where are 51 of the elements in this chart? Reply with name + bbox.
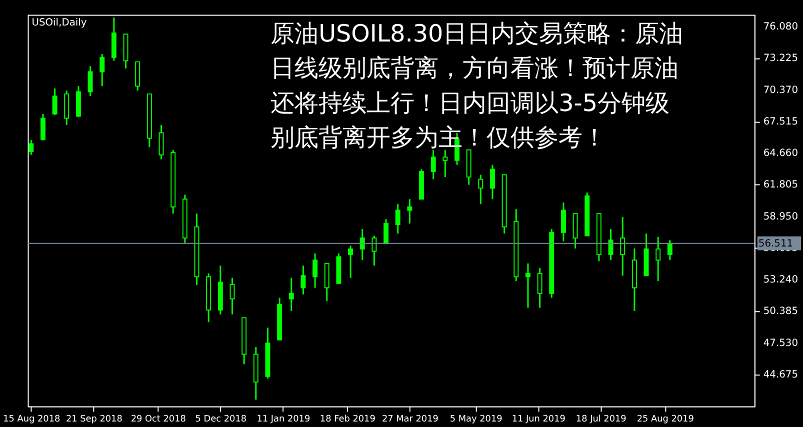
y-tick-label: 76.080 bbox=[763, 22, 798, 33]
x-tick-label: 29 Oct 2018 bbox=[130, 414, 186, 425]
candlestick bbox=[442, 149, 448, 178]
candlestick bbox=[478, 174, 484, 205]
candlestick bbox=[348, 244, 354, 279]
x-tick-label: 11 Jan 2019 bbox=[256, 414, 310, 425]
candlestick bbox=[525, 262, 530, 308]
x-tick-label: 18 Feb 2019 bbox=[320, 414, 376, 425]
candlestick bbox=[407, 198, 412, 224]
x-tick-label: 5 Dec 2018 bbox=[195, 414, 247, 425]
candlestick bbox=[620, 216, 626, 276]
candlestick bbox=[300, 264, 306, 296]
candlestick bbox=[395, 203, 400, 234]
candlestick bbox=[384, 218, 388, 244]
y-tick-label: 50.385 bbox=[763, 306, 798, 318]
x-tick-label: 21 Sep 2018 bbox=[66, 414, 123, 425]
candlestick bbox=[88, 66, 93, 97]
y-tick-label: 53.240 bbox=[763, 274, 798, 286]
candlestick bbox=[667, 239, 672, 261]
y-tick-label: 61.805 bbox=[763, 180, 798, 191]
x-tick-label: 25 Aug 2019 bbox=[636, 414, 694, 425]
x-tick-label: 18 Jul 2019 bbox=[576, 414, 627, 425]
y-tick-label: 73.225 bbox=[763, 53, 798, 64]
x-tick-label: 27 Mar 2019 bbox=[382, 414, 439, 425]
candlestick bbox=[608, 228, 614, 261]
chart-title: USOil,Daily bbox=[32, 18, 87, 29]
x-tick-label: 15 Aug 2018 bbox=[3, 414, 60, 425]
y-tick-label: 44.675 bbox=[763, 369, 798, 380]
candlestick bbox=[230, 277, 235, 316]
y-tick-label: 58.950 bbox=[763, 211, 798, 222]
candlestick bbox=[40, 113, 46, 142]
candlestick bbox=[537, 267, 542, 308]
candlestick bbox=[656, 236, 661, 282]
candlestick bbox=[372, 234, 377, 266]
y-tick-label: 70.370 bbox=[763, 84, 798, 96]
candlestick bbox=[430, 149, 436, 180]
y-tick-label: 47.530 bbox=[763, 338, 798, 349]
candlestick bbox=[312, 252, 318, 289]
ref-line-label: 56.511 bbox=[758, 238, 794, 250]
candlestick bbox=[158, 124, 164, 160]
candlestick bbox=[28, 139, 34, 156]
x-tick-label: 5 May 2019 bbox=[450, 414, 503, 425]
candlestick bbox=[288, 277, 294, 312]
candlestick bbox=[360, 228, 365, 261]
candlestick bbox=[52, 88, 58, 116]
x-tick-label: 11 Jun 2019 bbox=[512, 414, 566, 425]
candlestick bbox=[560, 202, 566, 242]
candlestick bbox=[490, 164, 495, 200]
candlestick bbox=[100, 53, 105, 87]
y-tick-label: 64.660 bbox=[763, 148, 798, 160]
y-tick-label: 67.515 bbox=[763, 116, 798, 128]
